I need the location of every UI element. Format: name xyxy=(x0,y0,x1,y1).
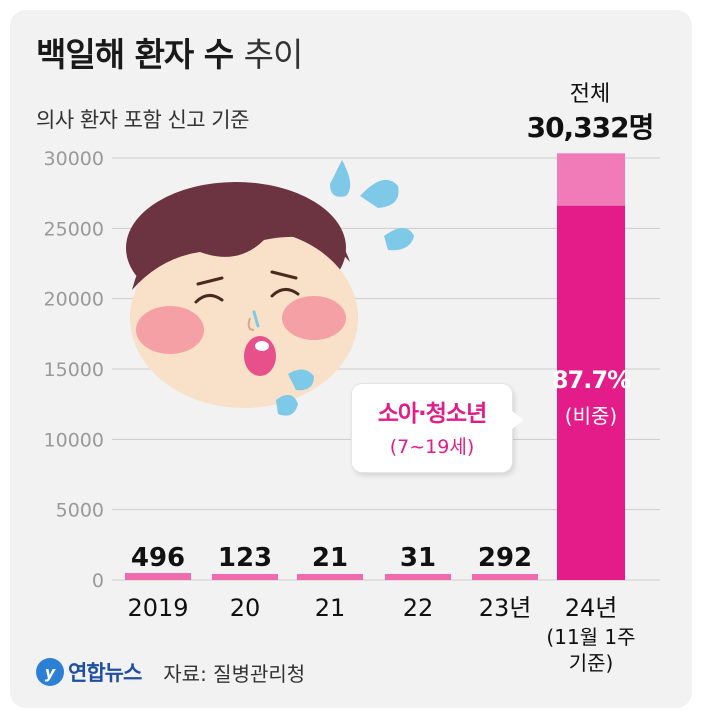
bar-value-label: 21 xyxy=(312,543,348,573)
sweat-drop-2 xyxy=(360,179,399,208)
x-tick-label: 2019 xyxy=(127,594,188,622)
source-text: 자료: 질병관리청 xyxy=(163,661,306,686)
y-tick-label: 10000 xyxy=(44,429,104,451)
callout-label: 소아·청소년 xyxy=(377,401,488,427)
x-tick-label: 23년 xyxy=(479,594,532,622)
chart-subtitle: 의사 환자 포함 신고 기준 xyxy=(36,108,249,132)
total-value: 30,332명 xyxy=(526,111,655,144)
chart-title-light: 추이 xyxy=(243,35,304,74)
x-tick-sublabel: 기준) xyxy=(569,651,614,675)
yonhap-logo-icon: y xyxy=(36,658,64,686)
mouth-teeth xyxy=(255,341,269,351)
y-tick-label: 15000 xyxy=(44,359,104,381)
sweat-drop-1 xyxy=(330,160,351,197)
callout-tail xyxy=(508,408,524,432)
right-cheek xyxy=(282,296,346,340)
y-tick-label: 25000 xyxy=(44,218,104,240)
x-tick-label: 22 xyxy=(403,594,434,622)
right-eye xyxy=(270,288,300,298)
bar xyxy=(385,574,451,580)
sweat-drop-3 xyxy=(384,228,414,251)
bar xyxy=(212,574,278,580)
total-label: 전체 xyxy=(569,82,611,107)
x-tick-label: 21 xyxy=(315,594,346,622)
bar xyxy=(125,573,191,580)
x-tick-label: 20 xyxy=(230,594,261,622)
logo-text: 연합뉴스 xyxy=(68,661,142,685)
y-tick-label: 0 xyxy=(92,570,104,592)
bar xyxy=(472,574,538,580)
y-tick-label: 30000 xyxy=(44,148,104,170)
sweat-streak xyxy=(252,310,260,328)
hair-fringe xyxy=(132,201,350,290)
bar-child-teen xyxy=(557,205,625,580)
left-brow xyxy=(196,276,224,286)
chart-title: 백일해 환자 수 추이 xyxy=(36,28,304,76)
bar-value-label: 31 xyxy=(400,543,436,573)
share-value: 87.7% xyxy=(551,366,631,394)
share-label: (비중) xyxy=(564,404,618,428)
y-tick-label: 20000 xyxy=(44,289,104,311)
chart-title-bold: 백일해 환자 수 xyxy=(36,35,234,74)
bar-value-label: 496 xyxy=(131,543,185,573)
face-shape xyxy=(130,228,358,408)
footer: y 연합뉴스 자료: 질병관리청 xyxy=(36,656,305,688)
bar xyxy=(297,574,363,580)
left-cheek xyxy=(136,306,204,354)
nose xyxy=(247,317,255,331)
x-tick-sublabel: (11월 1주 xyxy=(546,625,635,649)
callout-box xyxy=(352,384,512,472)
sweat-drop-5 xyxy=(276,394,298,416)
sweat-drop-4 xyxy=(288,369,314,391)
bar-value-label: 292 xyxy=(478,543,532,573)
card-background xyxy=(10,10,692,708)
right-brow xyxy=(270,270,298,280)
callout-range: (7~19세) xyxy=(389,436,475,458)
bar-value-label: 123 xyxy=(218,543,272,573)
x-tick-label: 24년 xyxy=(565,594,618,622)
left-eye xyxy=(194,294,224,304)
y-tick-label: 5000 xyxy=(56,500,104,522)
face-illustration xyxy=(126,160,414,416)
bars-layer xyxy=(125,153,625,580)
